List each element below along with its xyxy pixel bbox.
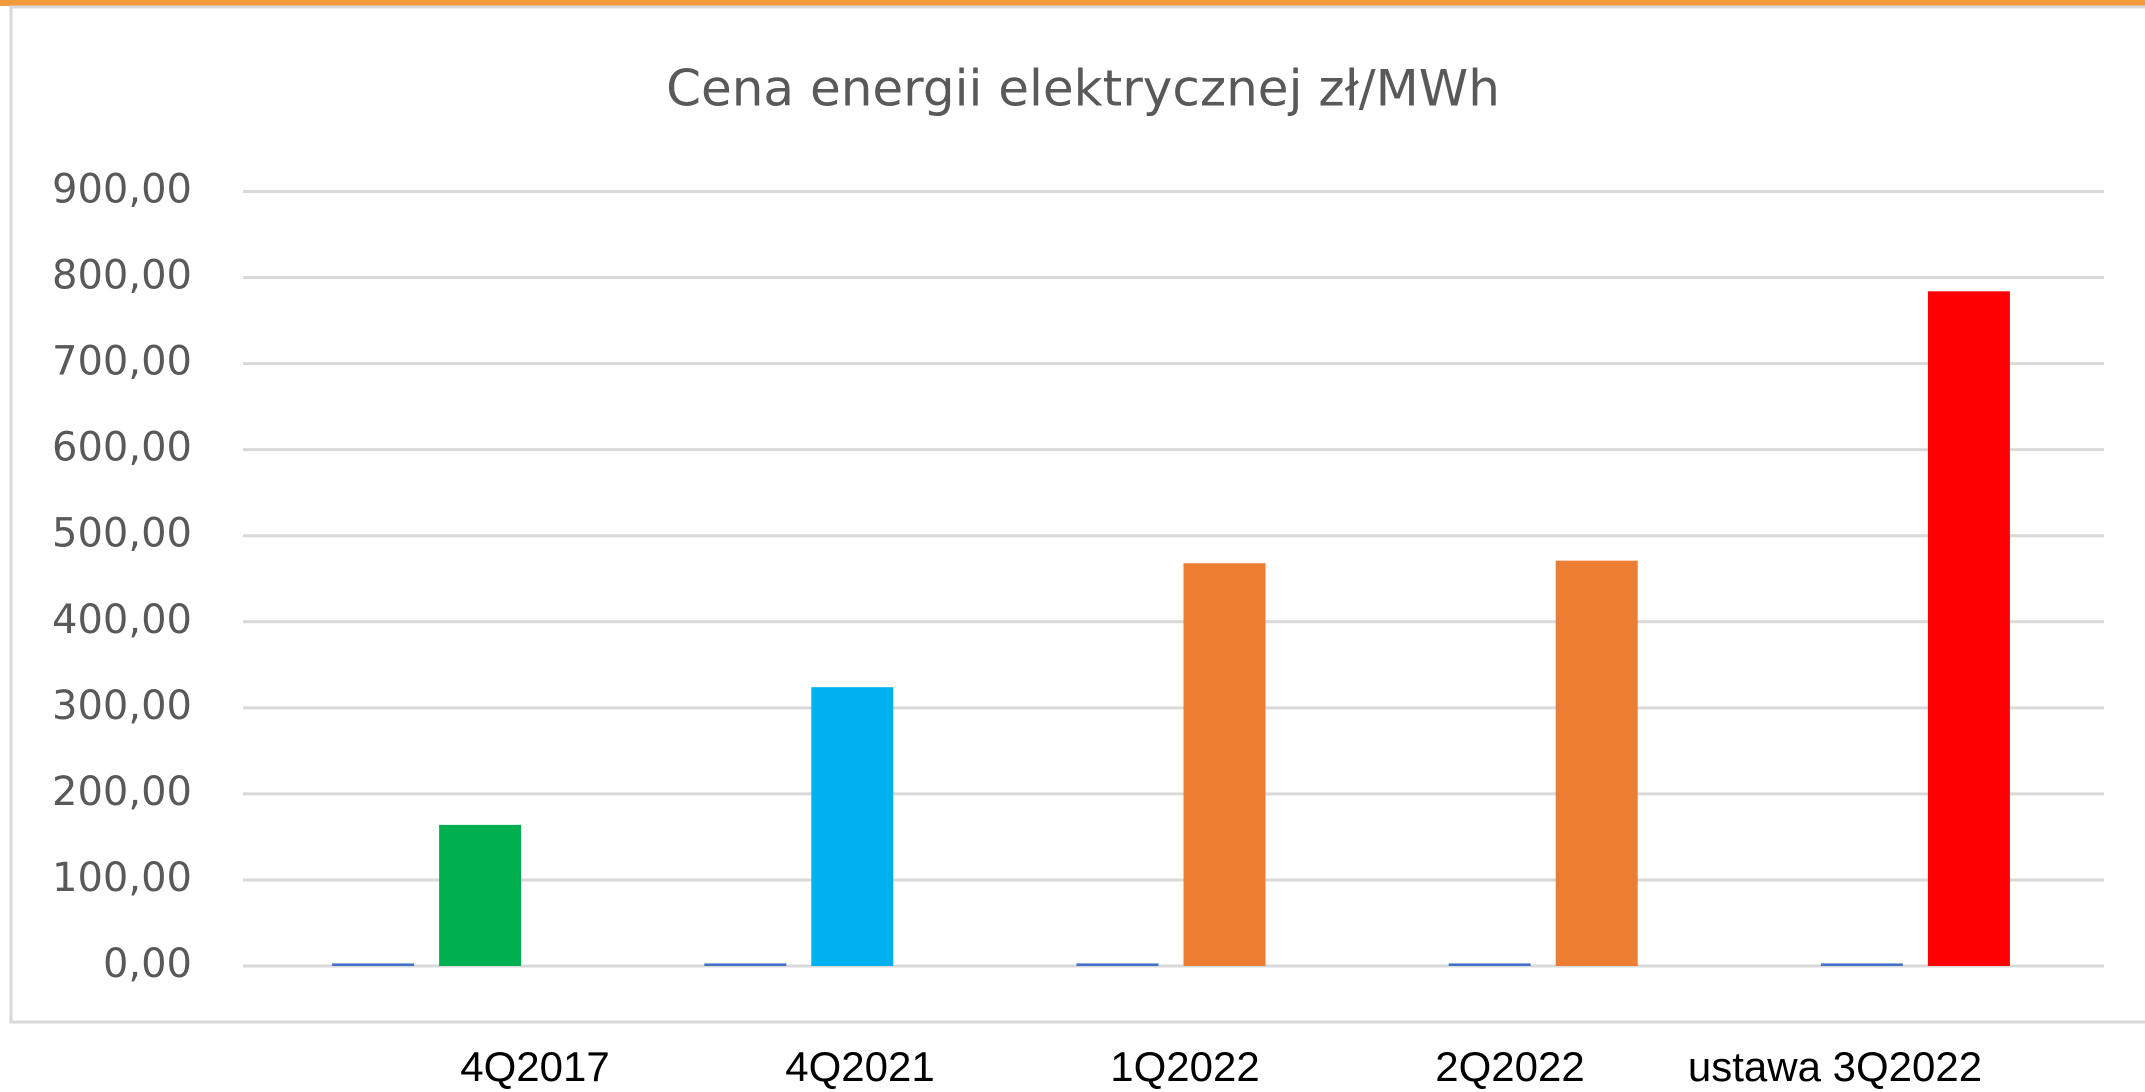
y-tick-label: 100,00 bbox=[52, 855, 192, 901]
y-tick-label: 300,00 bbox=[52, 683, 192, 729]
y-tick-label: 0,00 bbox=[103, 941, 192, 987]
y-tick-label: 800,00 bbox=[52, 253, 192, 299]
bar bbox=[704, 963, 787, 966]
y-tick-label: 600,00 bbox=[52, 425, 192, 471]
y-tick-label: 500,00 bbox=[52, 511, 192, 557]
x-tick-label: ustawa 3Q2022 bbox=[1688, 1043, 1982, 1090]
y-tick-label: 400,00 bbox=[52, 597, 192, 643]
x-tick-label: 1Q2022 bbox=[1110, 1043, 1259, 1090]
y-tick-label: 700,00 bbox=[52, 339, 192, 385]
chart-frame bbox=[9, 5, 2145, 1024]
bar bbox=[1555, 560, 1638, 966]
bar bbox=[1183, 563, 1266, 966]
x-tick-label: 4Q2021 bbox=[785, 1043, 934, 1090]
bar bbox=[811, 687, 894, 966]
x-tick-label: 2Q2022 bbox=[1435, 1043, 1584, 1090]
y-tick-label: 900,00 bbox=[52, 167, 192, 213]
bar bbox=[1820, 963, 1903, 966]
x-tick-label: 4Q2017 bbox=[460, 1043, 609, 1090]
bar bbox=[1448, 963, 1531, 966]
bar bbox=[1927, 291, 2010, 966]
top-border bbox=[0, 0, 2145, 6]
bar bbox=[1076, 963, 1159, 966]
bar bbox=[332, 963, 415, 966]
chart-title: Cena energii elektrycznej zł/MWh bbox=[666, 60, 1500, 118]
y-tick-label: 200,00 bbox=[52, 769, 192, 815]
bar bbox=[439, 824, 522, 966]
